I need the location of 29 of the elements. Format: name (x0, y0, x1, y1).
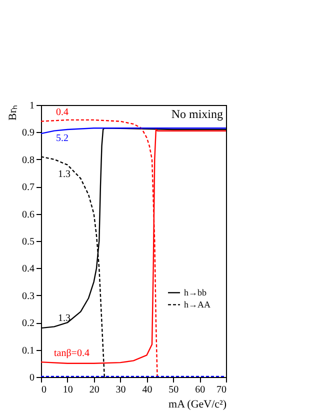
y-tick-label: 0.2 (22, 318, 34, 330)
y-tick-label: 0.7 (22, 182, 34, 194)
y-tick-label: 0.6 (22, 209, 34, 220)
annotation: tanβ=0.4 (54, 348, 90, 359)
y-tick-label: 0.4 (22, 264, 34, 275)
y-tick-label: 1 (30, 100, 34, 112)
annotation: 1.3 (58, 169, 70, 180)
x-tick-label: 40 (142, 384, 152, 396)
x-tick-label: 0 (42, 384, 46, 396)
y-tick-label: 0.8 (22, 154, 34, 166)
annotation: 5.2 (56, 133, 68, 144)
x-tick-label: 30 (116, 384, 126, 396)
annotation: 1.3 (58, 313, 70, 324)
annotation: No mixing (171, 107, 223, 121)
x-axis-title: mA (GeV/c²) (168, 398, 227, 410)
legend-label: h→AA (184, 300, 211, 310)
annotation: 0.4 (56, 107, 68, 118)
x-tick-label: 70 (216, 384, 226, 396)
x-tick-label: 20 (89, 384, 100, 396)
y-tick-label: 0.3 (22, 290, 34, 302)
x-tick-label: 10 (62, 384, 73, 396)
y-tick-label: 0.9 (22, 128, 34, 139)
y-axis-title: Brₕ (7, 106, 19, 120)
legend-label: h→bb (184, 288, 207, 298)
x-tick-label: 50 (168, 384, 179, 396)
y-tick-label: 0.1 (22, 345, 34, 356)
x-tick-label: 60 (195, 384, 206, 396)
y-tick-label: 0.5 (22, 236, 34, 248)
y-tick-label: 0 (30, 372, 34, 384)
